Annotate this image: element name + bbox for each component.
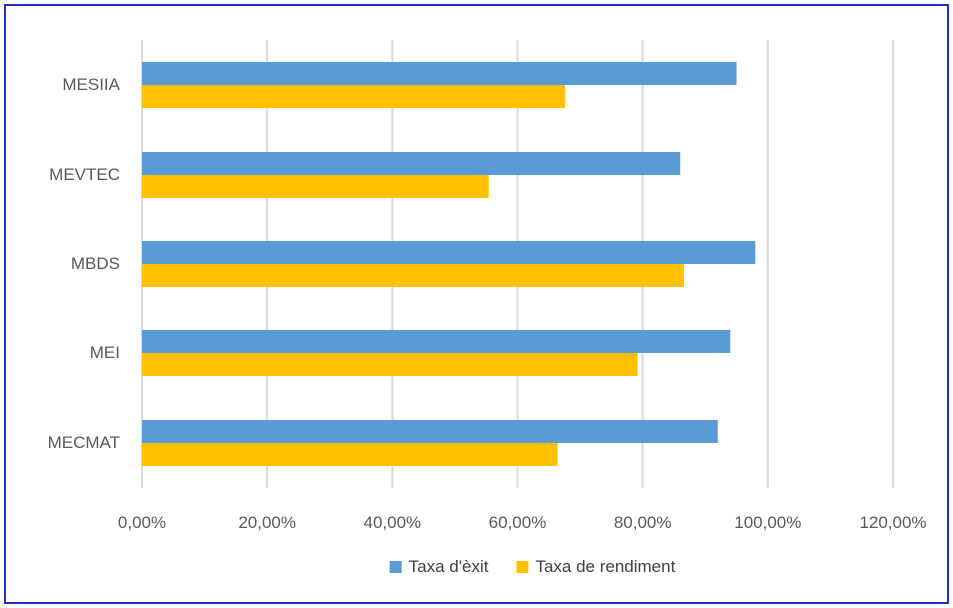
- x-tick-label: 20,00%: [238, 513, 296, 532]
- category-label: MESIIA: [62, 75, 120, 94]
- bar: [142, 62, 737, 85]
- x-tick-label: 60,00%: [489, 513, 547, 532]
- x-tick-label: 0,00%: [118, 513, 166, 532]
- category-label: MEI: [90, 343, 120, 362]
- bar: [142, 353, 638, 376]
- x-tick-label: 120,00%: [859, 513, 926, 532]
- bar: [142, 264, 684, 287]
- bar: [142, 85, 566, 108]
- legend: Taxa d'èxit Taxa de rendiment: [389, 557, 676, 576]
- bar: [142, 443, 558, 466]
- legend-swatch: [516, 561, 529, 573]
- x-tick-label: 80,00%: [614, 513, 672, 532]
- category-label: MECMAT: [48, 433, 120, 452]
- bars: [142, 62, 756, 466]
- bar: [142, 152, 681, 175]
- y-axis-categories: MESIIA MEVTEC MBDS MEI MECMAT: [48, 75, 121, 452]
- category-label: MBDS: [71, 254, 120, 273]
- bar: [142, 241, 756, 264]
- bar: [142, 420, 718, 443]
- category-label: MEVTEC: [49, 165, 120, 184]
- bar: [142, 330, 731, 353]
- x-tick-label: 40,00%: [363, 513, 421, 532]
- bar: [142, 175, 489, 198]
- legend-swatch: [389, 561, 402, 573]
- legend-label: Taxa d'èxit: [409, 557, 489, 576]
- x-axis-ticks: 0,00% 20,00% 40,00% 60,00% 80,00% 100,00% 120,…: [118, 513, 927, 532]
- legend-label: Taxa de rendiment: [535, 557, 675, 576]
- x-tick-label: 100,00%: [734, 513, 801, 532]
